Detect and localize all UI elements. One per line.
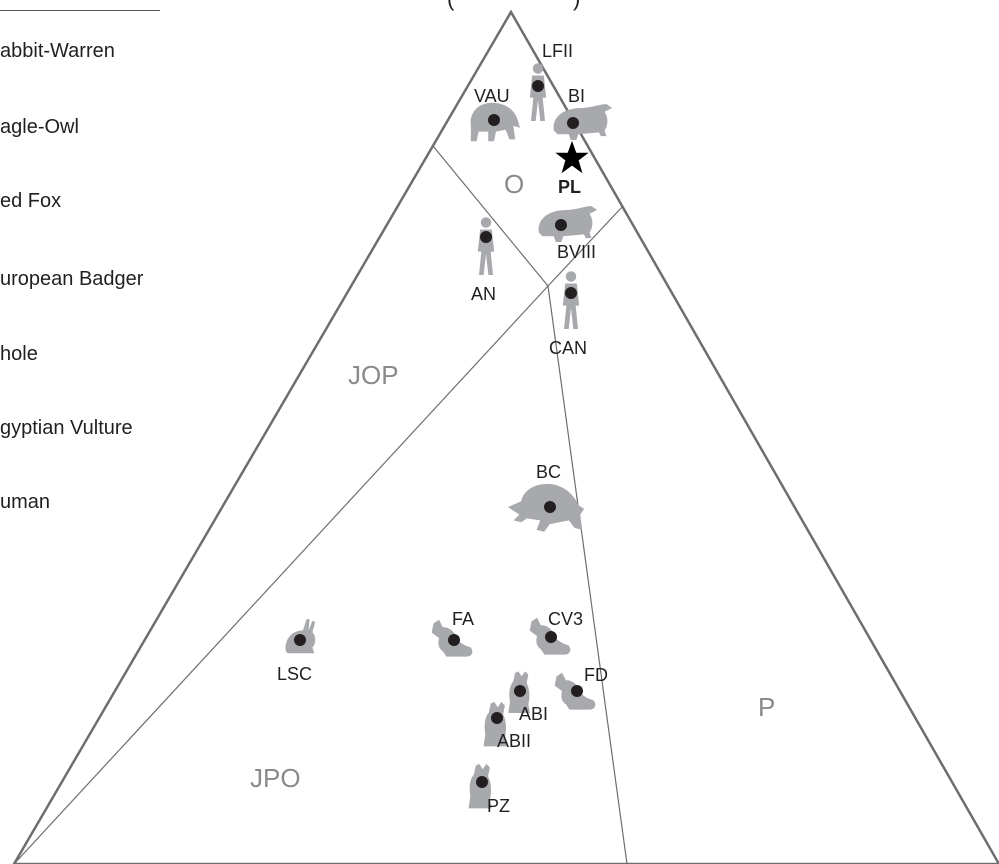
site-point — [565, 287, 577, 299]
site-point — [491, 712, 503, 724]
zone-label-jpo: JPO — [250, 763, 301, 793]
legend-item-egyptian-vulture: gyptian Vulture — [0, 417, 133, 439]
site-label: VAU — [474, 86, 510, 106]
boundary-jop-jpo — [13, 285, 549, 864]
site-label: LFII — [542, 41, 573, 61]
site-label: BI — [568, 86, 585, 106]
site-point — [514, 685, 526, 697]
site-fa: FA — [431, 609, 474, 657]
site-bi: BI — [553, 86, 613, 140]
legend-rule — [0, 10, 160, 11]
site-point — [532, 80, 544, 92]
site-label: ABI — [519, 704, 548, 724]
site-point — [544, 501, 556, 513]
boundary-o-jop — [432, 145, 549, 287]
zone-label-o: O — [504, 169, 524, 199]
site-label: LSC — [277, 664, 312, 684]
star-icon — [555, 140, 589, 174]
site-label: ABII — [497, 731, 531, 751]
legend-item-human: uman — [0, 491, 51, 513]
site-bviii: BVIII — [538, 206, 598, 262]
legend-item-rabbit-warren: abbit-Warren — [0, 40, 115, 62]
site-pl: PL — [555, 140, 589, 197]
site-point — [488, 114, 500, 126]
badger-silhouette-icon — [538, 206, 598, 242]
boundary-jpo-p — [547, 285, 628, 864]
site-label: AN — [471, 284, 496, 304]
site-vau: VAU — [470, 86, 521, 142]
site-label: PL — [558, 177, 581, 197]
badger-silhouette-icon — [553, 104, 613, 140]
site-cv3: CV3 — [529, 609, 583, 655]
site-point — [294, 634, 306, 646]
zone-label-p: P — [758, 692, 775, 722]
site-label: FD — [584, 665, 608, 685]
site-point — [545, 631, 557, 643]
legend-item-european-badger: uropean Badger — [0, 268, 144, 290]
site-label: BC — [536, 462, 561, 482]
site-lsc: LSC — [277, 619, 316, 684]
site-point — [555, 219, 567, 231]
boundary-o-p — [547, 205, 624, 287]
site-label: BVIII — [557, 242, 596, 262]
site-abi: ABI — [508, 671, 548, 724]
human-silhouette-icon — [477, 217, 495, 275]
header-close-paren: ) — [573, 0, 580, 12]
site-an: AN — [471, 217, 496, 304]
site-lfii: LFII — [529, 41, 573, 121]
header-open-paren: ( — [447, 0, 454, 12]
legend-item-dhole: hole — [0, 343, 38, 365]
ternary-outline — [12, 9, 999, 864]
human-silhouette-icon — [529, 63, 547, 121]
site-abii: ABII — [483, 701, 531, 751]
legend-item-eagle-owl: agle-Owl — [0, 116, 79, 138]
site-point — [567, 117, 579, 129]
site-point — [571, 685, 583, 697]
site-point — [476, 776, 488, 788]
site-bc: BC — [507, 462, 585, 532]
legend-item-red-fox: ed Fox — [0, 190, 62, 212]
site-label: CAN — [549, 338, 587, 358]
site-pz: PZ — [468, 763, 510, 816]
site-fd: FD — [554, 665, 608, 710]
zone-label-jop: JOP — [348, 360, 399, 390]
human-silhouette-icon — [562, 271, 580, 329]
site-can: CAN — [549, 271, 587, 358]
site-label: CV3 — [548, 609, 583, 629]
site-label: PZ — [487, 796, 510, 816]
site-label: FA — [452, 609, 474, 629]
site-point — [448, 634, 460, 646]
site-point — [480, 231, 492, 243]
